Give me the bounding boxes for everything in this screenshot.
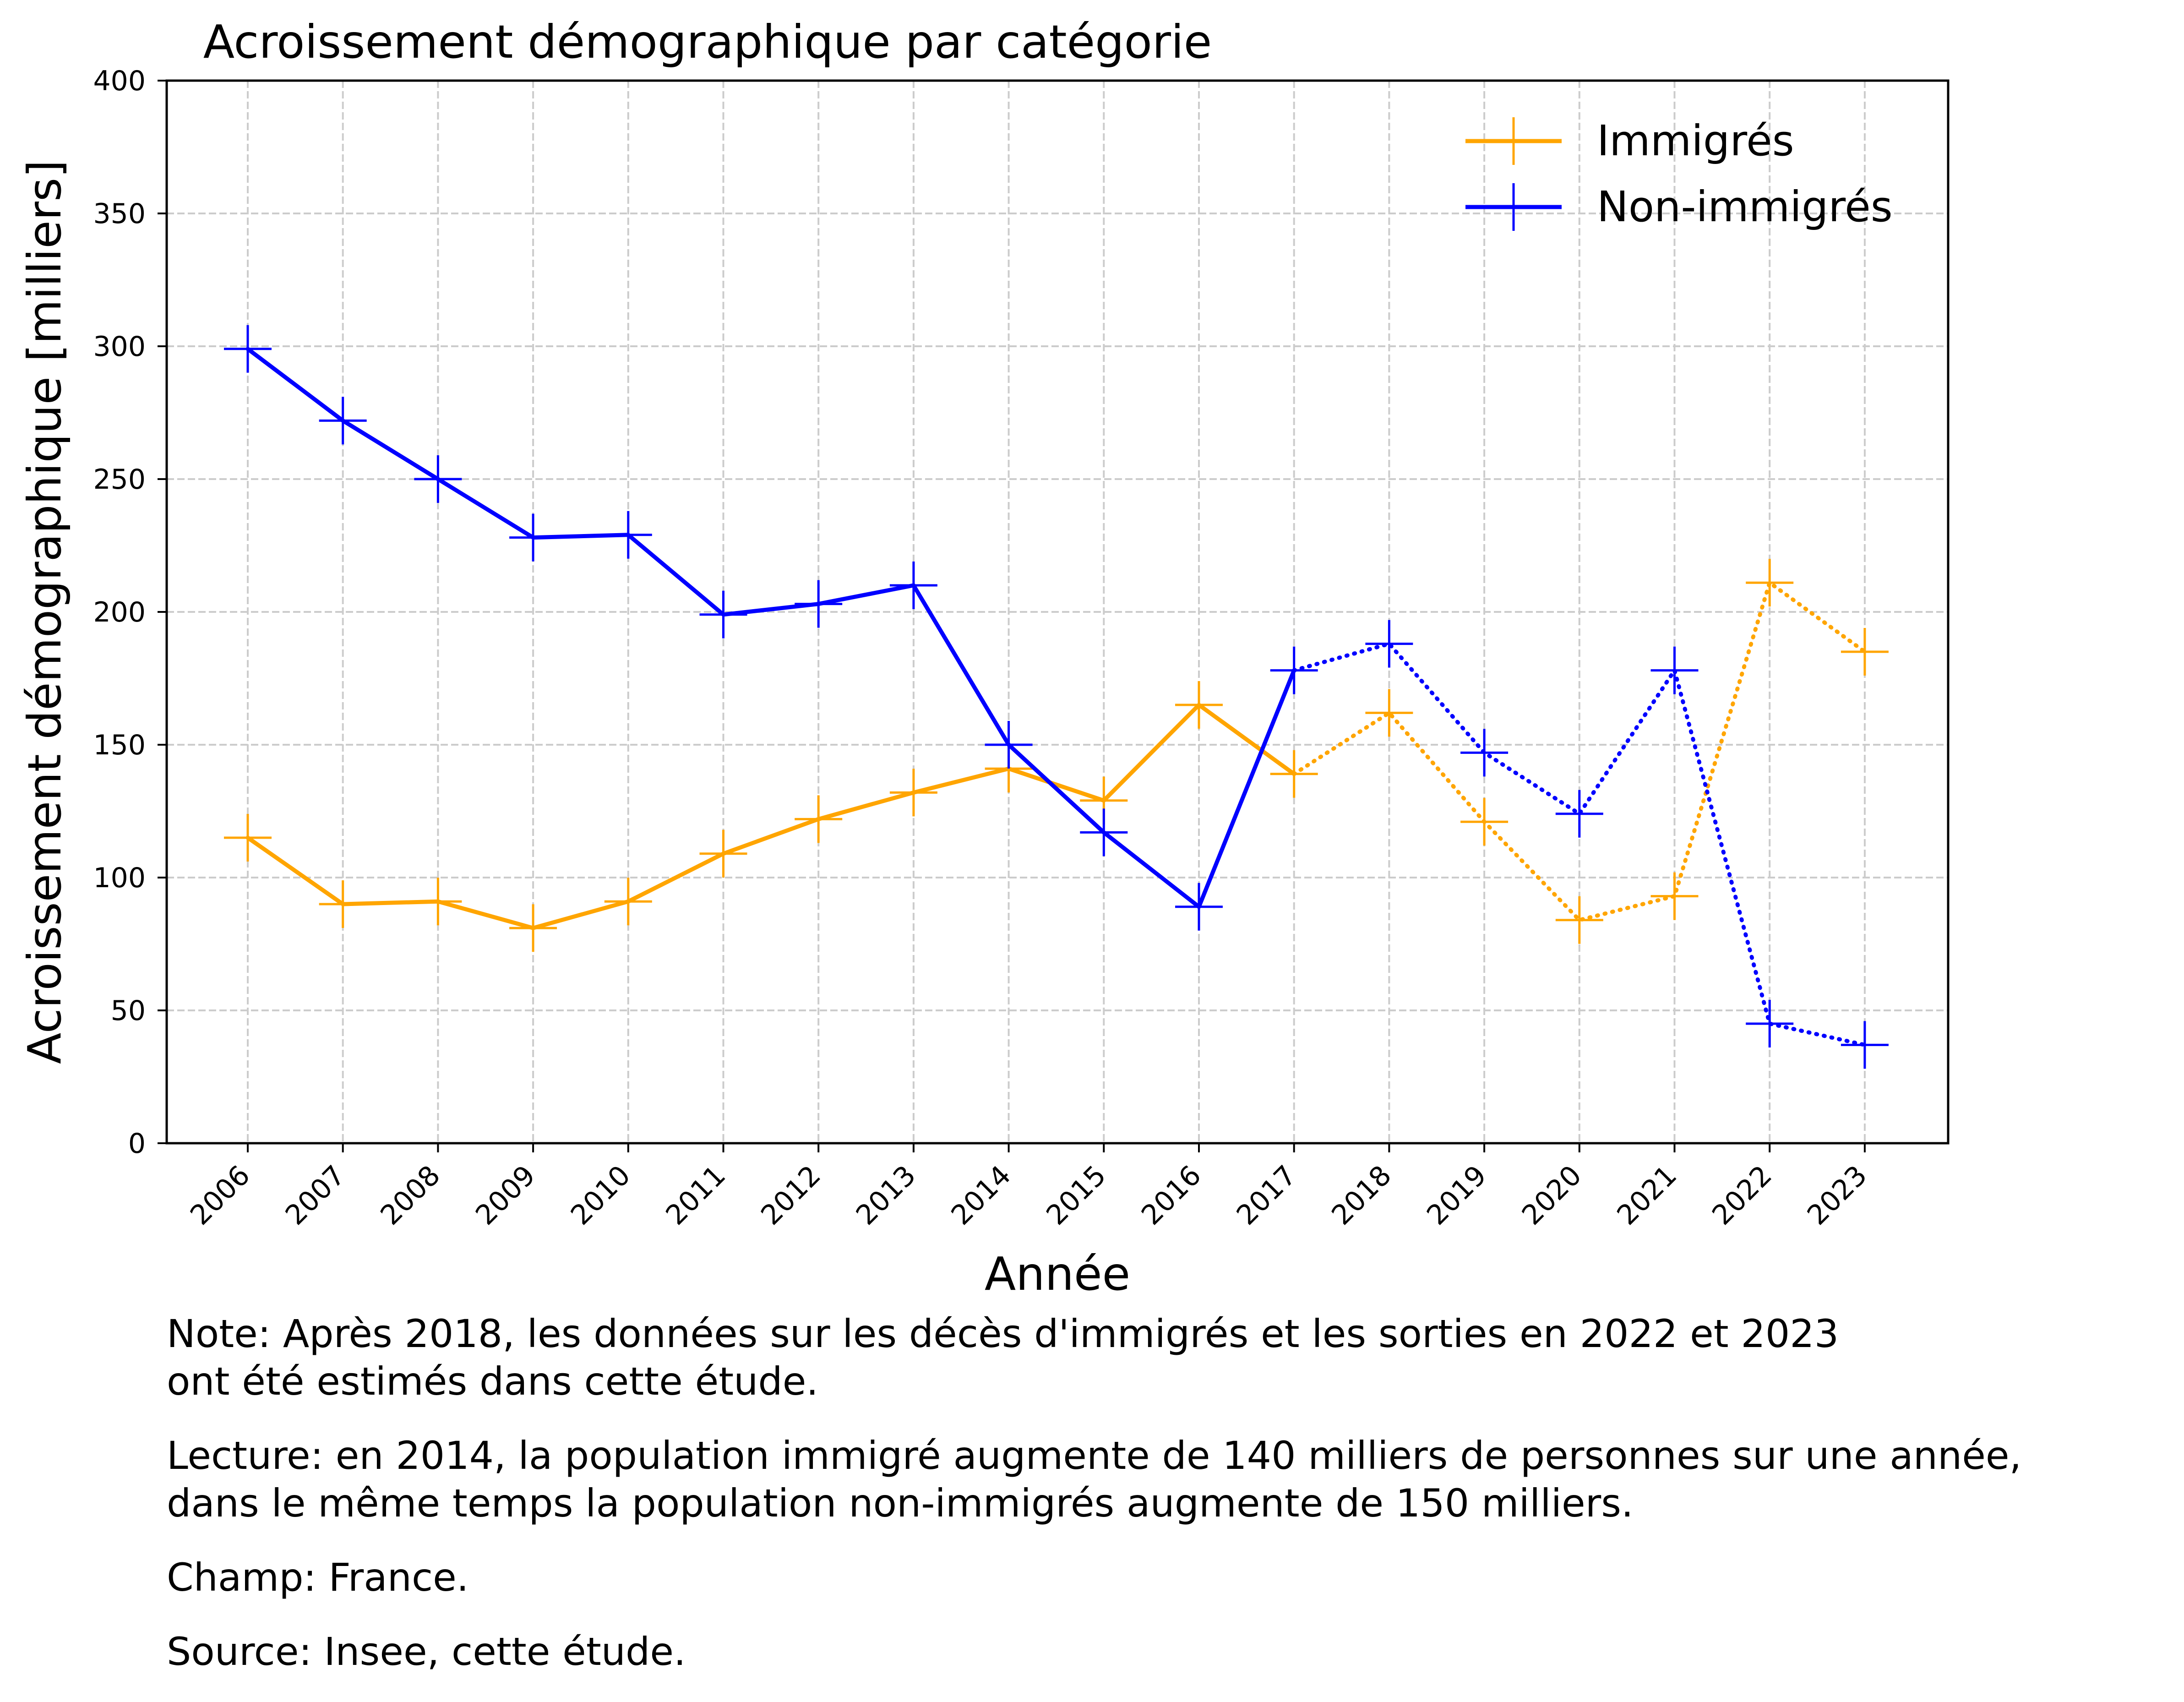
y-tick-label: 50 xyxy=(111,995,146,1027)
x-tick-label: 2009 xyxy=(469,1159,541,1231)
data-point-marker xyxy=(1365,689,1413,737)
data-point-marker xyxy=(1365,620,1413,668)
data-point-marker xyxy=(1175,883,1223,931)
data-point-marker xyxy=(604,878,652,926)
x-tick-label: 2021 xyxy=(1611,1159,1683,1231)
y-tick-label: 100 xyxy=(93,862,146,894)
x-tick-label: 2006 xyxy=(184,1159,256,1231)
data-point-marker xyxy=(1175,681,1223,729)
x-tick-label: 2016 xyxy=(1135,1159,1207,1231)
data-point-marker xyxy=(1460,798,1509,846)
x-tick-label: 2015 xyxy=(1040,1159,1112,1231)
series-layer xyxy=(224,325,1889,1069)
data-point-marker xyxy=(319,880,367,928)
legend-item-immigres: Immigrés xyxy=(1465,116,1794,165)
x-tick-label: 2018 xyxy=(1326,1159,1398,1231)
data-point-marker xyxy=(1270,750,1318,798)
data-point-marker xyxy=(1080,808,1128,856)
x-tick-label: 2023 xyxy=(1801,1159,1873,1231)
y-tick-label: 400 xyxy=(93,65,146,97)
y-axis-label: Acroissement démographique [milliers] xyxy=(18,160,71,1064)
note-text: Note: Après 2018, les données sur les dé… xyxy=(167,1311,1839,1404)
y-tick-label: 300 xyxy=(93,331,146,363)
data-point-marker xyxy=(1746,1000,1794,1047)
source-text: Source: Insee, cette étude. xyxy=(167,1629,686,1674)
data-point-marker xyxy=(1746,559,1794,607)
data-point-marker xyxy=(319,397,367,445)
y-tick-label: 350 xyxy=(93,198,146,230)
x-tick-label: 2012 xyxy=(755,1159,827,1231)
x-tick-label: 2017 xyxy=(1231,1159,1302,1231)
data-point-marker xyxy=(414,455,462,503)
grid-layer xyxy=(167,80,1948,1144)
y-tick-label: 0 xyxy=(128,1128,146,1160)
x-tick-label: 2008 xyxy=(375,1159,447,1231)
axes-layer: 2006 2007 2008 2009 2010 2011 2012 2013 2014 2015… xyxy=(93,65,1873,1232)
notes: Note: Après 2018, les données sur les dé… xyxy=(167,1310,2173,1702)
x-tick-label: 2022 xyxy=(1706,1159,1778,1231)
x-tick-label: 2007 xyxy=(279,1159,351,1231)
legend-label-non-immigres: Non-immigrés xyxy=(1597,182,1893,231)
x-tick-label: 2010 xyxy=(565,1159,637,1231)
y-tick-label: 150 xyxy=(93,729,146,761)
x-tick-label: 2014 xyxy=(945,1159,1017,1231)
data-point-marker xyxy=(1841,628,1889,676)
champ-text: Champ: France. xyxy=(167,1555,469,1600)
chart-title: Acroissement démographique par catégorie xyxy=(203,15,1212,69)
legend-label-immigres: Immigrés xyxy=(1597,116,1794,165)
data-point-marker xyxy=(1270,646,1318,694)
legend-marker-immigres xyxy=(1490,117,1537,165)
data-point-marker xyxy=(1555,896,1603,944)
x-tick-label: 2013 xyxy=(850,1159,922,1231)
data-point-marker xyxy=(889,562,937,609)
legend-marker-non-immigres xyxy=(1490,183,1537,231)
y-tick-label: 200 xyxy=(93,596,146,628)
legend-item-non-immigres: Non-immigrés xyxy=(1465,182,1893,231)
data-point-marker xyxy=(795,795,843,843)
data-point-marker xyxy=(604,511,652,559)
data-point-marker xyxy=(1841,1021,1889,1069)
series-line-solid xyxy=(245,703,1296,930)
legend: Immigrés Non-immigrés xyxy=(1465,116,1893,231)
data-point-marker xyxy=(699,590,747,638)
x-tick-label: 2019 xyxy=(1421,1159,1492,1231)
data-point-marker xyxy=(224,325,272,373)
x-tick-label: 2020 xyxy=(1516,1159,1588,1231)
x-tick-label: 2011 xyxy=(660,1159,732,1231)
data-point-marker xyxy=(985,721,1033,769)
data-point-marker xyxy=(414,878,462,926)
y-tick-label: 250 xyxy=(93,464,146,496)
data-point-marker xyxy=(889,769,937,817)
series-line-solid xyxy=(245,347,1296,909)
data-point-marker xyxy=(1650,872,1699,920)
data-point-marker xyxy=(1460,729,1509,777)
x-axis-label: Année xyxy=(985,1247,1130,1301)
data-point-marker xyxy=(509,513,557,562)
data-point-marker xyxy=(224,814,272,862)
data-point-marker xyxy=(1555,790,1603,838)
data-point-marker xyxy=(699,829,747,878)
data-point-marker xyxy=(1650,646,1699,694)
lecture-text: Lecture: en 2014, la population immigré … xyxy=(167,1433,2022,1526)
data-point-marker xyxy=(795,580,843,628)
data-point-marker xyxy=(509,904,557,952)
